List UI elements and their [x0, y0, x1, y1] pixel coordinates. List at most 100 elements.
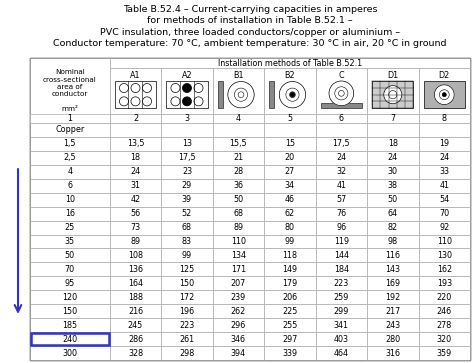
Bar [316, 179, 367, 193]
Bar [110, 276, 161, 290]
Bar [213, 234, 264, 248]
Bar [419, 68, 470, 114]
Bar [367, 68, 419, 114]
Bar [367, 114, 419, 123]
Bar [161, 276, 213, 290]
Bar [264, 151, 316, 165]
Bar [367, 276, 419, 290]
Bar [264, 221, 316, 234]
Text: 24: 24 [130, 167, 141, 176]
Text: Copper: Copper [55, 126, 84, 134]
Text: 70: 70 [439, 209, 449, 218]
Bar [367, 151, 419, 165]
Bar [110, 137, 161, 151]
Bar [367, 137, 419, 151]
Bar [30, 276, 110, 290]
Bar [367, 262, 419, 276]
Bar [367, 207, 419, 221]
Text: 95: 95 [65, 279, 75, 288]
Bar [367, 123, 419, 137]
Bar [264, 179, 316, 193]
Bar [161, 318, 213, 332]
Text: 223: 223 [179, 321, 195, 330]
Bar [30, 193, 110, 207]
Text: 8: 8 [442, 114, 447, 123]
Bar [213, 193, 264, 207]
Text: 17,5: 17,5 [178, 153, 196, 162]
Bar [316, 137, 367, 151]
Text: 246: 246 [437, 307, 452, 316]
Text: A1: A1 [130, 70, 141, 79]
Bar [30, 58, 110, 123]
Bar [419, 332, 470, 346]
Bar [367, 290, 419, 304]
Bar [419, 262, 470, 276]
Text: 403: 403 [334, 335, 349, 344]
Text: 259: 259 [334, 293, 349, 302]
Bar [161, 137, 213, 151]
Text: Table B.52.4 – Current-carrying capacities in amperes
for methods of installatio: Table B.52.4 – Current-carrying capaciti… [53, 5, 447, 48]
Text: 73: 73 [130, 223, 141, 232]
Bar [264, 346, 316, 360]
Text: 3: 3 [184, 114, 190, 123]
Text: 298: 298 [179, 348, 195, 358]
Text: 300: 300 [63, 348, 77, 358]
Text: 240: 240 [62, 335, 77, 344]
Bar [213, 114, 264, 123]
Bar [264, 137, 316, 151]
Bar [264, 114, 316, 123]
Bar [419, 276, 470, 290]
Text: 278: 278 [437, 321, 452, 330]
Text: 216: 216 [128, 307, 143, 316]
Text: 24: 24 [388, 153, 398, 162]
Bar [419, 221, 470, 234]
Text: 245: 245 [128, 321, 143, 330]
Bar [30, 318, 110, 332]
Text: 57: 57 [336, 195, 346, 204]
Bar [316, 151, 367, 165]
Text: 150: 150 [62, 307, 77, 316]
Text: 20: 20 [285, 153, 295, 162]
Text: 320: 320 [437, 335, 452, 344]
Bar [264, 304, 316, 318]
Text: 29: 29 [182, 181, 192, 190]
Bar [419, 193, 470, 207]
Bar [316, 318, 367, 332]
Bar [316, 276, 367, 290]
Bar [110, 151, 161, 165]
Circle shape [182, 97, 191, 106]
Bar [161, 234, 213, 248]
Text: 188: 188 [128, 293, 143, 302]
Bar [213, 318, 264, 332]
Bar [110, 221, 161, 234]
Bar [30, 248, 110, 262]
Text: 286: 286 [128, 335, 143, 344]
Bar [161, 248, 213, 262]
Bar [419, 290, 470, 304]
Text: 192: 192 [385, 293, 401, 302]
Bar [419, 137, 470, 151]
Bar [367, 248, 419, 262]
Circle shape [329, 81, 354, 106]
Text: 18: 18 [388, 139, 398, 148]
Bar [316, 221, 367, 234]
Text: 341: 341 [334, 321, 349, 330]
Text: 28: 28 [233, 167, 244, 176]
Bar [161, 262, 213, 276]
Text: 316: 316 [385, 348, 401, 358]
Bar [30, 234, 110, 248]
Text: 179: 179 [282, 279, 298, 288]
Bar [30, 179, 110, 193]
Text: 169: 169 [385, 279, 401, 288]
Text: 89: 89 [233, 223, 244, 232]
Text: 162: 162 [437, 265, 452, 274]
Bar [419, 123, 470, 137]
Bar [213, 346, 264, 360]
Text: 33: 33 [439, 167, 449, 176]
Bar [316, 262, 367, 276]
Text: 64: 64 [388, 209, 398, 218]
Text: 6: 6 [67, 181, 73, 190]
Text: 119: 119 [334, 237, 349, 246]
Text: 184: 184 [334, 265, 349, 274]
Bar [269, 81, 274, 108]
